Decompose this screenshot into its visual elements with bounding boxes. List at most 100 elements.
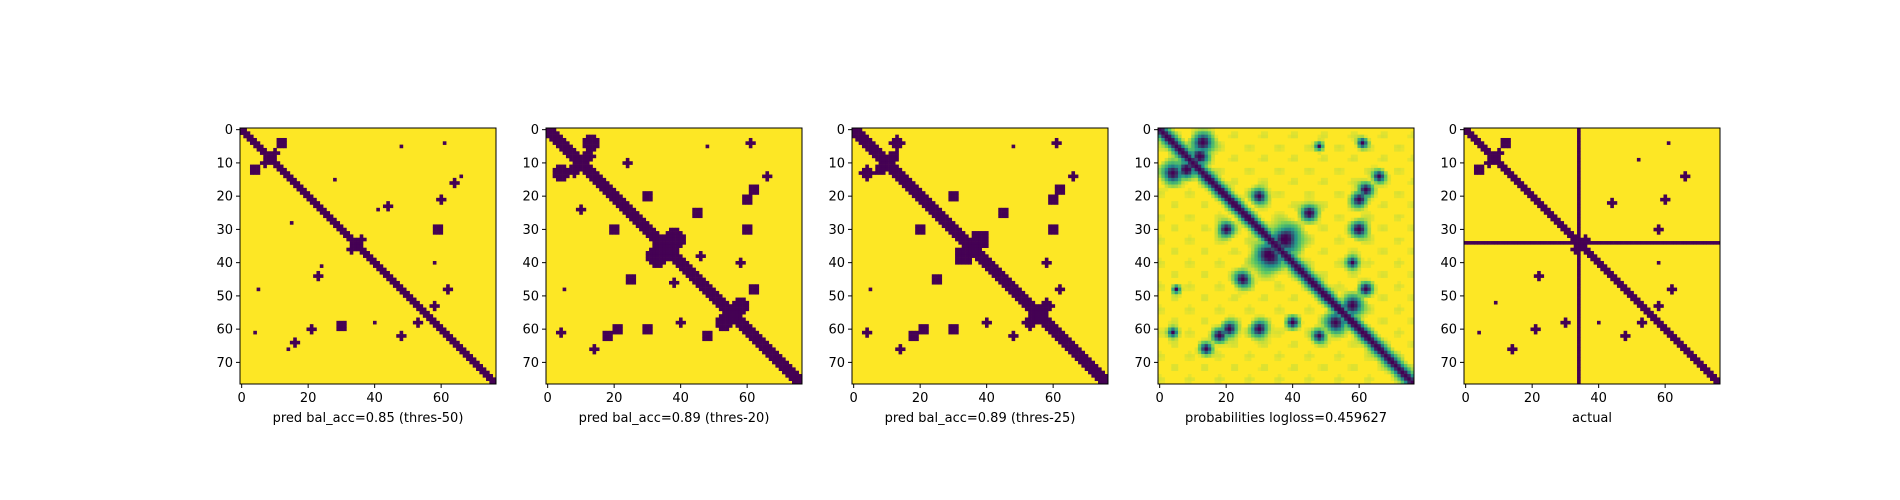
heatmap-cell <box>1028 317 1032 322</box>
heatmap-cell <box>1071 354 1076 358</box>
heatmap-cell <box>1294 177 1298 182</box>
heatmap-cell <box>1247 251 1252 255</box>
heatmap-cell <box>645 234 650 239</box>
heatmap-cell <box>1300 264 1305 268</box>
heatmap-cell <box>1267 340 1272 345</box>
heatmap-cell <box>908 337 913 342</box>
heatmap-cell <box>762 337 766 342</box>
heatmap-cell <box>439 227 444 232</box>
heatmap-cell <box>1187 237 1192 242</box>
heatmap-cell <box>852 134 856 139</box>
heatmap-cell <box>1297 241 1302 245</box>
heatmap-cell <box>1231 327 1235 332</box>
heatmap-cell <box>1297 201 1302 205</box>
heatmap-cell <box>612 224 617 229</box>
heatmap-cell <box>888 161 893 165</box>
heatmap-cell <box>1337 234 1342 239</box>
heatmap-cell <box>775 354 780 358</box>
heatmap-cell <box>1177 181 1182 185</box>
heatmap-cell <box>1244 187 1249 192</box>
heatmap-cell <box>1171 171 1175 175</box>
heatmap-cell <box>1041 300 1046 305</box>
heatmap-cell <box>745 320 750 325</box>
heatmap-cell <box>861 171 866 175</box>
heatmap-cell <box>1274 264 1278 268</box>
heatmap-cell <box>1583 251 1588 255</box>
heatmap-cell <box>868 167 873 172</box>
heatmap-cell <box>1241 194 1245 199</box>
heatmap-cell <box>1350 297 1355 302</box>
heatmap-cell <box>1603 264 1608 268</box>
heatmap-cell <box>935 274 939 278</box>
heatmap-cell <box>1274 234 1278 239</box>
heatmap-cell <box>1184 214 1189 219</box>
heatmap-cell <box>283 141 287 145</box>
heatmap-cell <box>1214 144 1219 149</box>
heatmap-cell <box>1257 187 1262 192</box>
heatmap-cell <box>1347 314 1352 318</box>
heatmap-cell <box>1277 221 1282 225</box>
heatmap-cell <box>1184 161 1189 165</box>
heatmap-cell <box>1573 241 1578 245</box>
y-tick-label: 50 <box>1134 289 1151 304</box>
heatmap-cell <box>253 167 257 172</box>
heatmap-cell <box>1227 320 1232 325</box>
heatmap-cell <box>369 257 374 262</box>
heatmap-cell <box>1577 260 1581 265</box>
heatmap-cell <box>459 344 464 348</box>
heatmap-cell <box>1310 307 1315 312</box>
heatmap-cell <box>1626 290 1631 295</box>
heatmap-cell <box>1031 317 1036 322</box>
heatmap-cell <box>1261 237 1265 242</box>
heatmap-cell <box>1354 131 1358 135</box>
heatmap-cell <box>1523 241 1528 245</box>
x-axis-label: pred bal_acc=0.89 (thres-25) <box>885 411 1076 426</box>
heatmap-cell <box>1374 287 1378 292</box>
heatmap-cell <box>1683 344 1688 348</box>
heatmap-cell <box>642 324 647 328</box>
heatmap-cell <box>1357 184 1362 189</box>
heatmap-cell <box>579 167 583 172</box>
heatmap-cell <box>1231 277 1235 282</box>
heatmap-cell <box>1354 184 1358 189</box>
heatmap-cell <box>1563 231 1568 235</box>
heatmap-cell <box>1500 144 1505 149</box>
heatmap-cell <box>1044 260 1049 265</box>
heatmap-cell <box>1217 167 1222 172</box>
heatmap-cell <box>1171 317 1175 322</box>
heatmap-cell <box>1038 307 1042 312</box>
heatmap-cell <box>705 334 710 338</box>
heatmap-cell <box>1214 217 1219 222</box>
heatmap-cell <box>1537 201 1541 205</box>
heatmap-cell <box>1314 147 1318 152</box>
heatmap-cell <box>1394 374 1398 378</box>
heatmap-cell <box>895 177 899 182</box>
heatmap-cell <box>632 277 637 282</box>
heatmap-cell <box>1061 287 1066 292</box>
heatmap-cell <box>1623 284 1628 288</box>
heatmap-cell <box>1357 327 1362 332</box>
heatmap-cell <box>1221 167 1225 172</box>
heatmap-cell <box>1237 324 1242 328</box>
heatmap-cell <box>1583 237 1588 242</box>
heatmap-cell <box>1324 297 1328 302</box>
heatmap-cell <box>1287 344 1292 348</box>
heatmap-cell <box>1706 241 1711 245</box>
heatmap-cell <box>1171 134 1175 139</box>
heatmap-cell <box>1048 300 1052 305</box>
heatmap-cell <box>1610 241 1614 245</box>
heatmap-cell <box>1267 317 1272 322</box>
heatmap-cell <box>1354 270 1358 275</box>
heatmap-cell <box>589 144 593 149</box>
heatmap-cell <box>562 174 567 179</box>
heatmap-cell <box>299 187 304 192</box>
heatmap-cell <box>1507 141 1511 145</box>
heatmap-cell <box>562 144 567 149</box>
heatmap-cell <box>955 330 959 335</box>
heatmap-cell <box>1227 274 1232 278</box>
heatmap-cell <box>1161 128 1165 132</box>
heatmap-cell <box>1281 241 1285 245</box>
heatmap-cell <box>1520 184 1525 189</box>
heatmap-cell <box>1310 334 1315 338</box>
heatmap-cell <box>1347 227 1352 232</box>
